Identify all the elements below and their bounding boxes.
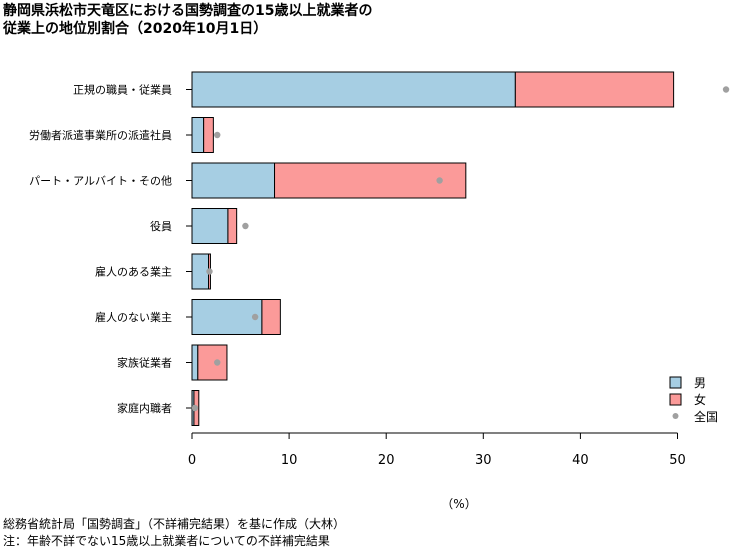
legend-label: 女 [694, 392, 706, 407]
national-marker [436, 177, 443, 184]
x-axis-label: （%） [441, 497, 476, 511]
title-line-1: 静岡県浜松市天竜区における国勢調査の15歳以上就業者の [3, 3, 373, 19]
bar-male [191, 162, 276, 199]
x-tick-label: 20 [378, 453, 395, 468]
national-marker [214, 359, 221, 366]
x-tick-label: 50 [669, 453, 686, 468]
x-tick-label: 40 [572, 453, 589, 468]
national-marker [206, 268, 213, 275]
chart-title: 静岡県浜松市天竜区における国勢調査の15歳以上就業者の 従業上の地位別割合（20… [3, 2, 372, 38]
bar-female [203, 117, 214, 153]
bar-male [191, 208, 229, 244]
footnote: 注：年齢不詳でない15歳以上就業者についての不詳補完結果 [3, 534, 330, 548]
bar-male [191, 253, 210, 290]
category-label: 役員 [150, 219, 172, 233]
bar-female [514, 71, 675, 108]
national-marker [722, 86, 730, 93]
legend-marker [672, 413, 679, 419]
category-label: 家庭内職者 [117, 401, 172, 415]
bar-male [191, 344, 199, 381]
category-label: 雇人のある業主 [95, 265, 172, 279]
source-note: 総務省統計局「国勢調査」（不詳補完結果）を基に作成（大林） [3, 517, 346, 531]
bar-female [227, 208, 238, 244]
x-tick-label: 30 [475, 453, 492, 468]
bar-female [197, 344, 228, 381]
title-line-2: 従業上の地位別割合（2020年10月1日） [3, 21, 268, 37]
chart-footer: 総務省統計局「国勢調査」（不詳補完結果）を基に作成（大林） 注：年齢不詳でない1… [3, 516, 345, 550]
x-tick-label: 10 [281, 453, 298, 468]
category-label: 家族従業者 [117, 356, 172, 370]
national-marker [251, 313, 259, 321]
national-marker [214, 131, 221, 139]
legend-swatch [669, 393, 682, 406]
bar-male [191, 299, 263, 335]
legend-label: 全国 [694, 409, 718, 424]
category-label: 労働者派遣事業所の派遣社員 [29, 128, 172, 142]
category-label: 雇人のない業主 [95, 310, 172, 324]
bar-female [261, 299, 281, 335]
legend-label: 男 [694, 376, 706, 390]
bar-male [191, 71, 516, 108]
bar-female [274, 162, 467, 199]
legend-swatch [669, 376, 682, 389]
bar-male [191, 117, 205, 153]
national-marker [242, 222, 249, 230]
national-marker [191, 404, 199, 412]
x-tick-label: 0 [188, 453, 196, 468]
category-label: 正規の職員・従業員 [73, 83, 172, 97]
category-label: パート・アルバイト・その他 [29, 175, 172, 188]
